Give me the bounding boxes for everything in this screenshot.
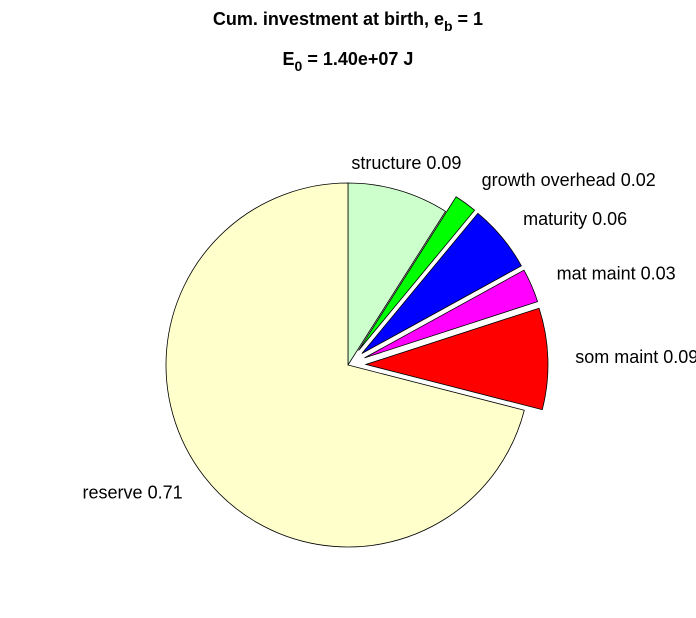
slice-value: 0.09 bbox=[663, 347, 696, 367]
title-subscript: 0 bbox=[295, 58, 303, 74]
slice-label: som maint 0.09 bbox=[575, 347, 696, 367]
pie-slice bbox=[347, 182, 447, 367]
slice-value: 0.02 bbox=[621, 170, 656, 190]
slice-name: growth overhead bbox=[482, 170, 616, 190]
slice-value: 0.06 bbox=[592, 209, 627, 229]
pie-slice bbox=[364, 269, 539, 359]
chart-title: E0 = 1.40e+07 J bbox=[283, 49, 414, 74]
pie-slice bbox=[165, 182, 525, 548]
title-subscript: b bbox=[444, 18, 453, 34]
slice-value: 0.09 bbox=[426, 153, 461, 173]
slice-name: mat maint bbox=[557, 263, 636, 283]
slice-name: som maint bbox=[575, 347, 658, 367]
slice-label: growth overhead 0.02 bbox=[482, 170, 656, 190]
title-text: E bbox=[283, 49, 295, 69]
title-text: Cum. investment at birth, e bbox=[213, 9, 444, 29]
slice-label: structure 0.09 bbox=[351, 153, 461, 173]
slice-value: 0.71 bbox=[148, 482, 183, 502]
slice-label: mat maint 0.03 bbox=[557, 263, 676, 283]
pie-slice bbox=[358, 196, 476, 351]
title-text: = 1 bbox=[453, 9, 484, 29]
slice-name: reserve bbox=[83, 482, 143, 502]
slice-label: maturity 0.06 bbox=[523, 209, 627, 229]
title-text: = 1.40e+07 J bbox=[302, 49, 413, 69]
chart-title: Cum. investment at birth, eb = 1 bbox=[213, 9, 483, 34]
slice-label: reserve 0.71 bbox=[83, 482, 183, 502]
slice-name: structure bbox=[351, 153, 421, 173]
pie-slice bbox=[361, 212, 522, 354]
slice-value: 0.03 bbox=[641, 263, 676, 283]
slice-name: maturity bbox=[523, 209, 587, 229]
pie-slice bbox=[364, 307, 549, 411]
